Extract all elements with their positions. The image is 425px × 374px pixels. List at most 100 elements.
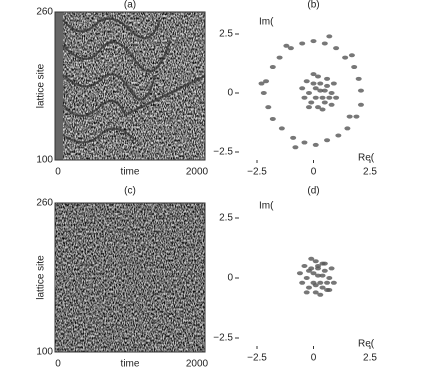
point [305, 91, 312, 95]
point [344, 126, 351, 131]
point [326, 95, 333, 100]
x-tick-label: 2000 [186, 359, 209, 370]
y-axis-label: lattice site [36, 255, 47, 300]
point [324, 83, 331, 88]
point [312, 259, 319, 264]
x-tick-label: 0 [311, 353, 317, 364]
x-tick-label: −2.5 [247, 167, 267, 178]
point [321, 268, 328, 273]
point [290, 135, 297, 140]
panel-title: (d) [307, 186, 319, 197]
point [333, 46, 340, 51]
point [324, 280, 331, 285]
point [319, 261, 326, 266]
point [312, 86, 319, 91]
point [321, 41, 328, 46]
panel-c-texture [55, 203, 205, 352]
point [312, 95, 319, 100]
y-tick-label: 0 [227, 273, 233, 284]
point [265, 105, 272, 110]
point [301, 95, 308, 100]
plot-frame [54, 11, 206, 161]
point [308, 100, 315, 105]
x-tick-label: 0 [55, 167, 61, 178]
panel-a-texture [55, 12, 206, 160]
x-axis-label: Re( [358, 339, 375, 350]
point [303, 276, 310, 280]
x-tick-label: 2.5 [363, 167, 377, 178]
x-axis-label: time [121, 167, 140, 178]
panel-title: (c) [124, 186, 136, 197]
point [315, 105, 322, 110]
point [321, 100, 328, 105]
y-tick-label: 260 [36, 7, 53, 18]
x-tick-label: 0 [311, 167, 317, 178]
point [310, 72, 317, 77]
point [317, 81, 324, 86]
point [296, 271, 303, 276]
point [353, 114, 360, 119]
x-axis-label: time [121, 359, 140, 370]
point [317, 292, 324, 297]
point [305, 105, 312, 110]
point [330, 280, 337, 285]
point [303, 290, 310, 295]
point [317, 280, 324, 285]
y-tick-label: −2.5 [213, 147, 233, 158]
point [308, 256, 315, 261]
point [258, 81, 265, 86]
point [312, 142, 319, 147]
point [324, 138, 331, 143]
point [333, 95, 340, 100]
panel-title: (a) [124, 0, 136, 11]
point [326, 34, 333, 39]
point [292, 145, 299, 150]
point [278, 126, 285, 131]
point [319, 273, 326, 278]
point [335, 133, 342, 138]
point [357, 88, 364, 93]
point [287, 46, 294, 51]
point [299, 41, 306, 46]
point [303, 79, 310, 84]
point [305, 268, 312, 273]
point [299, 280, 306, 285]
point [324, 288, 331, 292]
y-tick-label: 260 [36, 198, 53, 209]
point [269, 116, 276, 121]
x-axis-label: Re( [358, 153, 375, 164]
point [310, 81, 317, 86]
y-tick-label: 0 [227, 88, 233, 99]
point [315, 264, 322, 268]
point [321, 88, 328, 93]
point [301, 264, 308, 268]
point [317, 88, 324, 93]
point [312, 283, 319, 288]
x-tick-label: 2000 [186, 167, 209, 178]
point [348, 53, 355, 58]
y-tick-label: 2.5 [219, 213, 233, 224]
x-tick-label: −2.5 [247, 353, 267, 364]
point [324, 76, 331, 81]
panel-title: (b) [307, 0, 319, 11]
point [315, 74, 322, 79]
y-tick-label: 100 [36, 155, 53, 166]
y-tick-label: −2.5 [213, 333, 233, 344]
x-tick-label: 0 [55, 359, 61, 370]
y-tick-label: 100 [36, 347, 53, 358]
y-tick-label: 2.5 [219, 29, 233, 40]
point [269, 65, 276, 70]
x-tick-label: 2.5 [363, 353, 377, 364]
point [260, 91, 267, 95]
point [328, 102, 335, 107]
point [319, 95, 326, 100]
y-axis-label: Im( [259, 201, 274, 212]
point [342, 55, 349, 60]
point [346, 114, 353, 119]
plot-frame [54, 202, 206, 353]
point [305, 285, 312, 290]
point [355, 76, 362, 81]
point [315, 273, 322, 278]
point [328, 91, 335, 95]
point [312, 290, 319, 295]
